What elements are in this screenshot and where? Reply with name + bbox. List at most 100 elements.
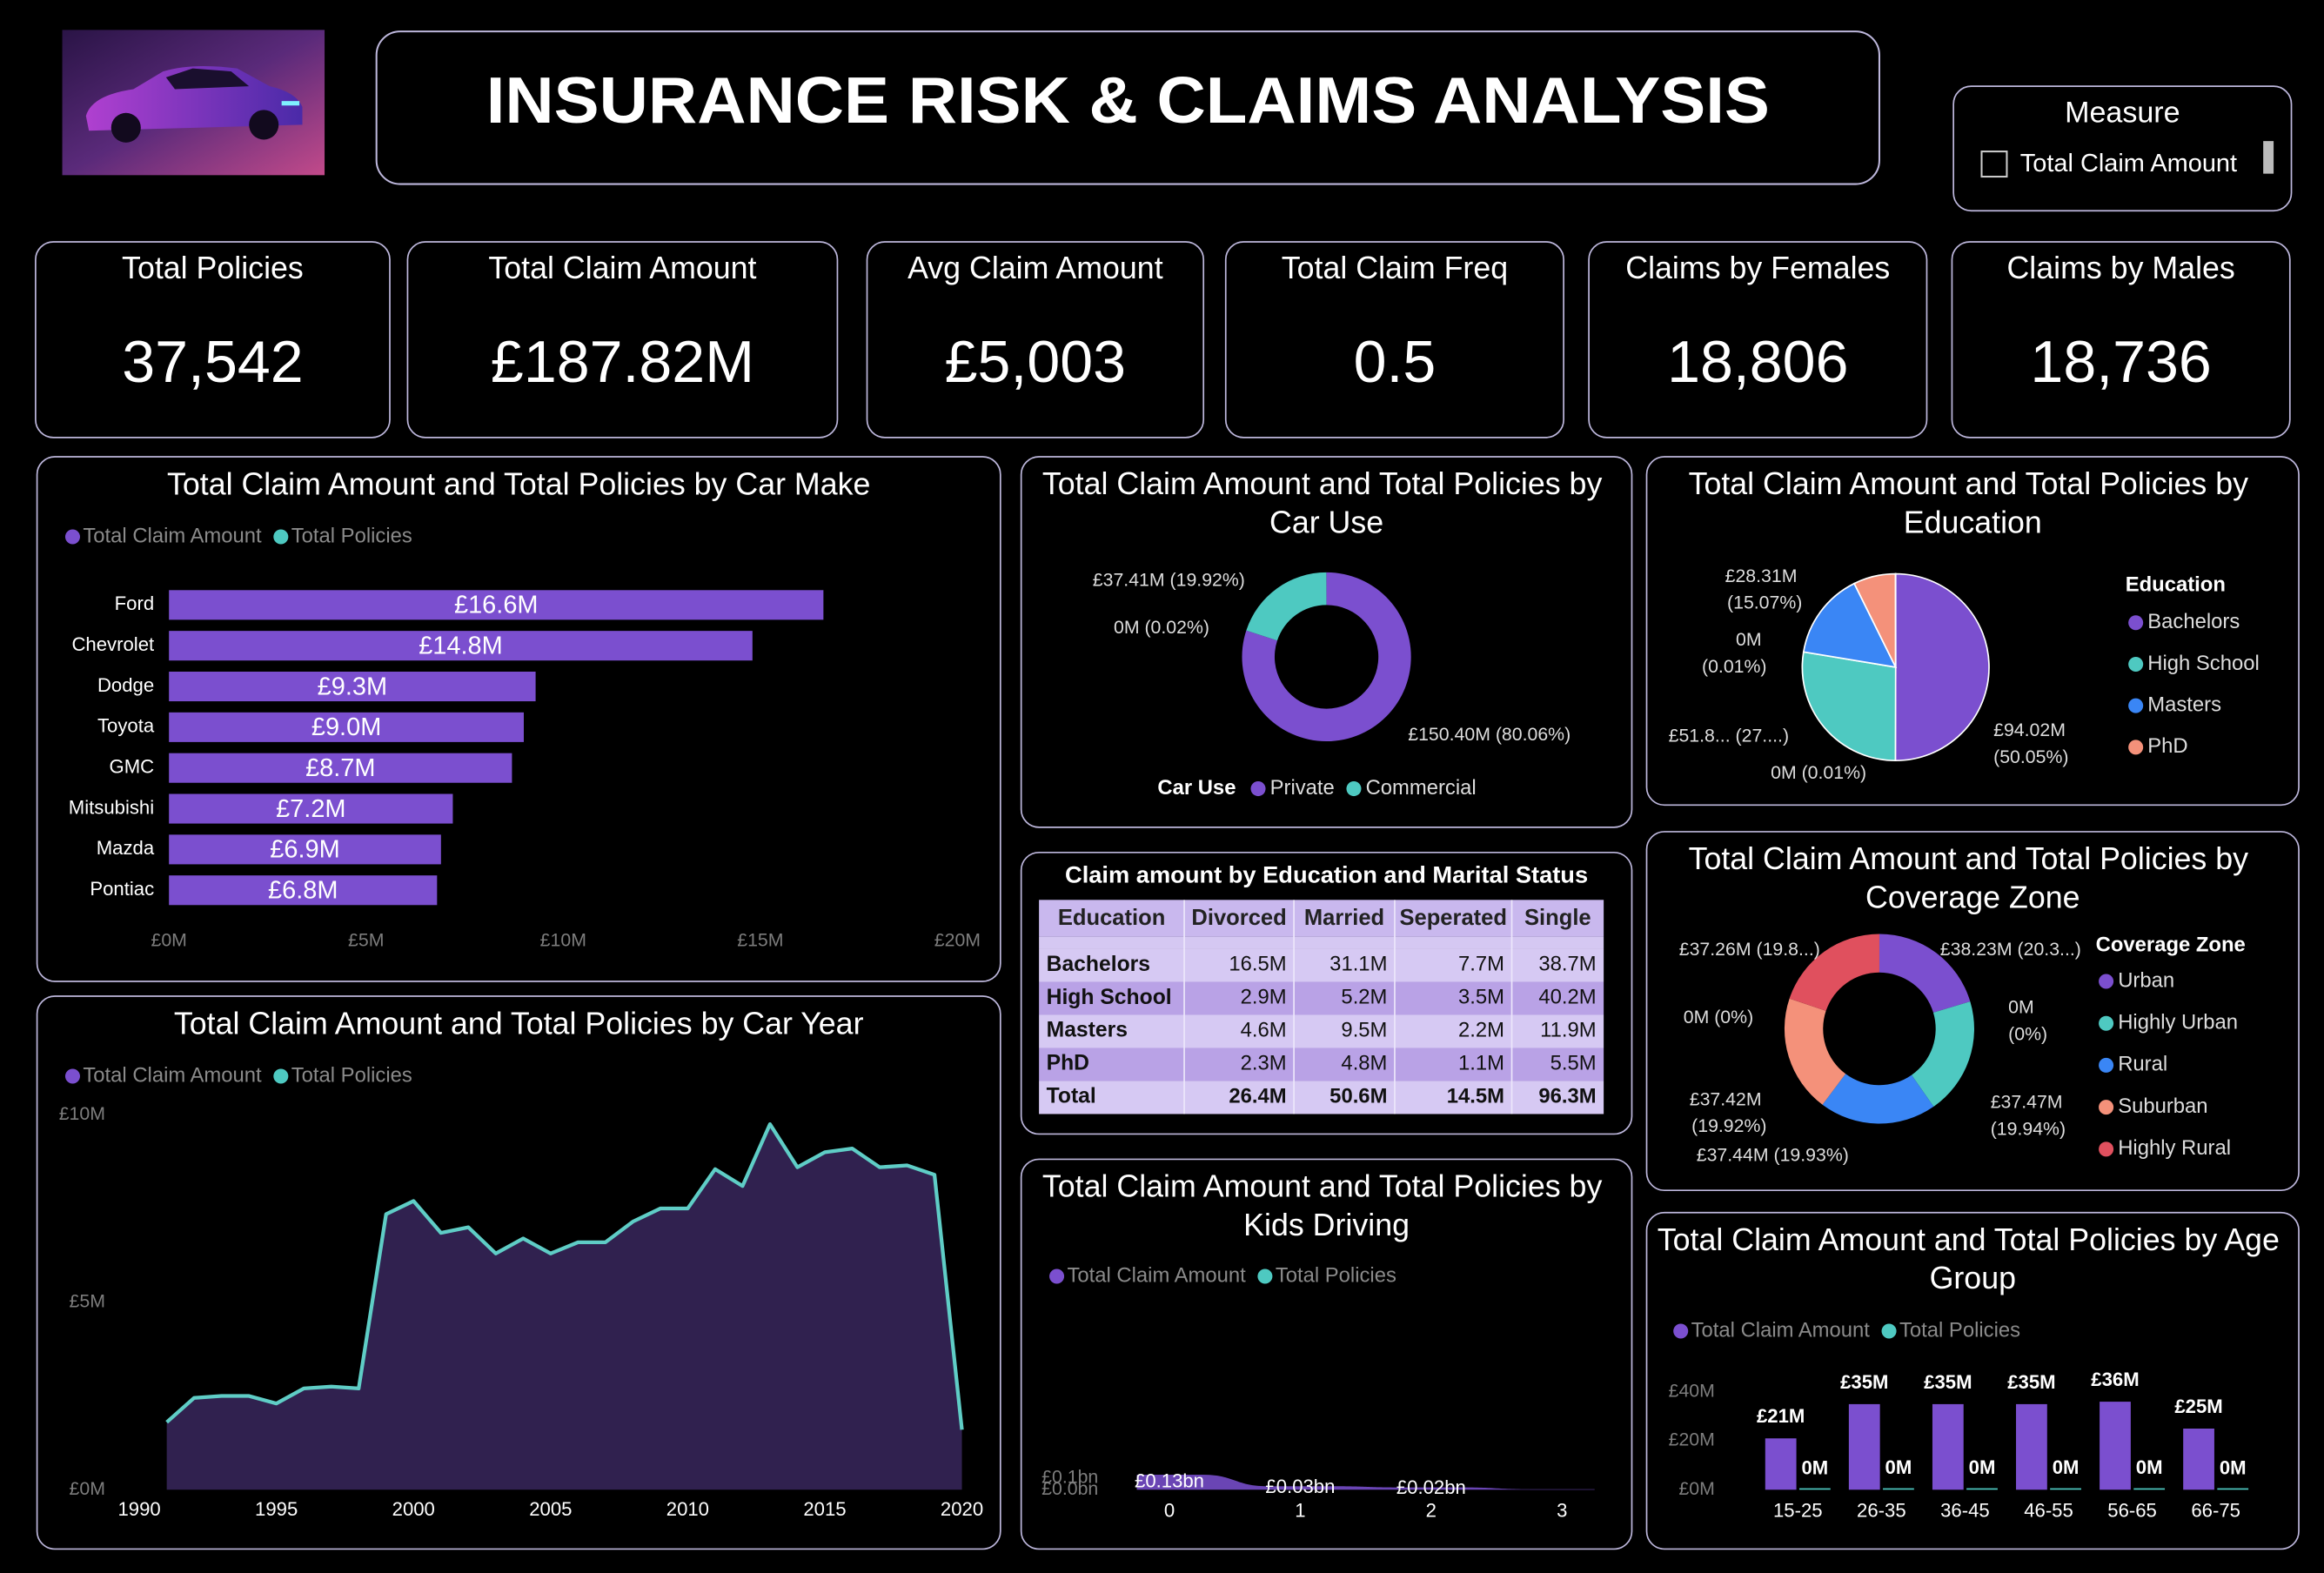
data-label: £21M	[1757, 1405, 1805, 1427]
legend-marker	[2099, 1100, 2114, 1115]
y-tick-label: £20M	[1669, 1429, 1715, 1450]
table-header: Divorced	[1191, 906, 1286, 930]
bar-baseline	[2133, 1488, 2166, 1490]
kpi-value: £5,003	[945, 329, 1126, 395]
legend-marker	[2128, 656, 2144, 672]
car-wheel	[111, 112, 141, 143]
data-label: £28.31M (15.07%)	[1725, 566, 1803, 613]
table-row-bg	[1039, 1048, 1604, 1081]
table-header: Single	[1524, 906, 1591, 930]
legend-marker	[2128, 698, 2144, 713]
slice	[1246, 572, 1327, 641]
bar	[2100, 1402, 2131, 1490]
y-tick-label: GMC	[110, 756, 155, 778]
slice	[1789, 934, 1879, 1011]
x-tick-label: 26-35	[1857, 1500, 1906, 1522]
data-label: £0.13bn	[1135, 1469, 1204, 1491]
table-row-label: Total	[1047, 1085, 1096, 1108]
table-cell: 2.2M	[1458, 1019, 1504, 1042]
x-tick-label: 46-55	[2024, 1500, 2073, 1522]
y-tick-label: £0.1bn	[1041, 1467, 1098, 1488]
data-label: £8.7M	[305, 754, 375, 782]
y-tick-label: Ford	[115, 592, 155, 614]
data-label: £36M	[2091, 1369, 2139, 1390]
y-tick-label: Mazda	[97, 837, 155, 859]
legend-marker	[1881, 1323, 1897, 1339]
data-label: 0M (0.01%)	[1771, 762, 1866, 783]
chart-panel	[1020, 456, 1633, 828]
slicer-panel	[1952, 85, 2293, 212]
x-tick-label: 1995	[255, 1498, 298, 1520]
kpi-value: 18,806	[1667, 329, 1848, 395]
chart-title: Total Claim Amount and Total Policies by…	[1658, 1222, 2288, 1295]
text-line: Total Claim Amount and Total Policies by	[1689, 841, 2257, 876]
legend-marker	[2128, 740, 2144, 755]
table-cell: 1.1M	[1458, 1052, 1504, 1075]
kpi-card	[1588, 241, 1928, 438]
chart-title: Total Claim Amount and Total Policies by…	[1042, 1169, 1611, 1242]
text-line: Total Claim Amount and Total Policies by	[1042, 467, 1611, 502]
table-row-label: PhD	[1047, 1052, 1089, 1075]
legend-marker	[64, 529, 80, 545]
y-tick-label: £0.0bn	[1041, 1478, 1098, 1499]
legend-title: Car Use	[1157, 776, 1236, 800]
legend-label: Commercial	[1366, 776, 1477, 800]
legend-label: High School	[2147, 652, 2259, 675]
legend-title: Coverage Zone	[2096, 933, 2246, 956]
table-cell: 2.3M	[1241, 1052, 1287, 1075]
data-label: £9.0M	[311, 713, 381, 741]
table-cell: 4.6M	[1241, 1019, 1287, 1042]
table-cell: 38.7M	[1538, 953, 1596, 976]
table-cell: 50.6M	[1329, 1085, 1387, 1108]
legend-label: Total Policies	[291, 524, 412, 547]
data-label: 0M	[1885, 1456, 1912, 1478]
kpi-value: 18,736	[2030, 329, 2211, 395]
data-label: £35M	[2007, 1371, 2055, 1393]
slice	[1822, 1074, 1934, 1124]
table-row-bg	[1039, 1014, 1604, 1048]
bar	[2183, 1429, 2214, 1490]
data-label: £14.8M	[419, 633, 503, 660]
text-line: Group	[1930, 1262, 2016, 1296]
bar	[169, 712, 524, 742]
legend-marker	[1257, 1268, 1273, 1284]
text-line: (50.05%)	[1993, 746, 2068, 766]
x-tick-label: £0M	[151, 930, 186, 951]
slicer-checkbox[interactable]	[1980, 151, 2008, 178]
bar	[169, 793, 453, 824]
table-cell: 11.9M	[1540, 1019, 1596, 1042]
table-cell: 31.1M	[1329, 953, 1387, 976]
bar-baseline	[1966, 1488, 1998, 1490]
legend-marker	[1049, 1268, 1065, 1284]
x-tick-label: £20M	[934, 930, 981, 951]
text-line: Coverage Zone	[1865, 880, 2080, 915]
data-label: £37.44M (19.93%)	[1697, 1145, 1849, 1166]
text-line: (0.01%)	[1702, 655, 1767, 676]
x-tick-label: 36-45	[1940, 1500, 1990, 1522]
x-tick-label: 66-75	[2191, 1500, 2240, 1522]
text-line: Kids Driving	[1243, 1208, 1410, 1242]
table-cell: 2.9M	[1241, 986, 1287, 1009]
text-line: £94.02M	[1993, 720, 2071, 740]
x-tick-label: 1	[1295, 1500, 1305, 1522]
data-label: £35M	[1924, 1371, 1972, 1393]
y-tick-label: £0M	[1678, 1478, 1714, 1499]
legend-marker	[2099, 974, 2114, 989]
data-label: £7.2M	[276, 795, 345, 823]
area-step	[1398, 1487, 1464, 1490]
text-line: Total Claim Amount and Total Policies by	[1689, 467, 2257, 502]
slicer-option[interactable]: Total Claim Amount	[2020, 150, 2237, 177]
chart-title: Total Claim Amount and Total Policies by…	[1689, 841, 2257, 914]
data-label: £37.41M (19.92%)	[1093, 570, 1245, 591]
slice	[1784, 998, 1846, 1105]
table-row-label: High School	[1047, 986, 1172, 1009]
data-label: £6.9M	[270, 836, 339, 864]
table-header-bg	[1039, 900, 1604, 937]
y-tick-label: Dodge	[97, 674, 154, 696]
kpi-card	[1951, 241, 2291, 438]
slice	[1894, 572, 1990, 762]
y-tick-label: Chevrolet	[71, 633, 154, 655]
kpi-label: Total Policies	[122, 251, 304, 285]
